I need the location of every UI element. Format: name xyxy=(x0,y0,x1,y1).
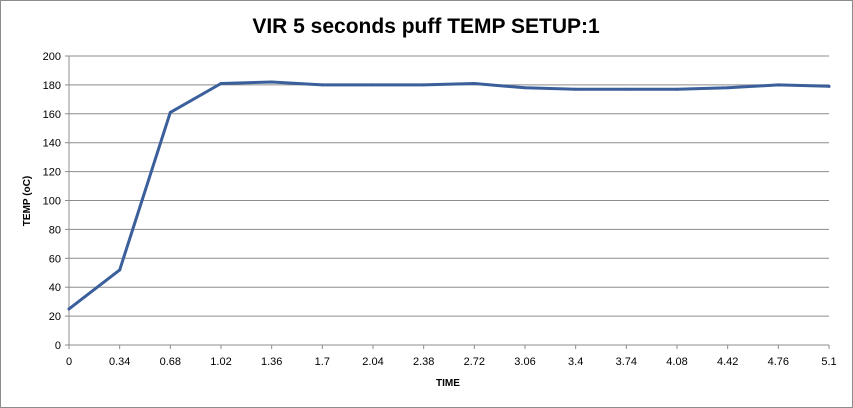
x-tick-label: 1.02 xyxy=(210,356,231,368)
gridlines xyxy=(65,55,829,346)
data-point xyxy=(67,307,71,311)
data-point xyxy=(422,83,426,87)
data-point xyxy=(320,83,324,87)
y-tick-label: 20 xyxy=(49,311,61,323)
data-point xyxy=(371,83,375,87)
x-tick-label: 2.72 xyxy=(464,356,485,368)
data-point xyxy=(776,83,780,87)
x-axis-label: TIME xyxy=(436,378,460,389)
axes xyxy=(68,56,830,349)
x-tick-labels: 0 0.34 0.68 1.02 1.36 1.7 2.04 2.38 2.72 3.06 3.4 3… xyxy=(66,356,837,368)
y-tick-label: 40 xyxy=(49,282,61,294)
data-point xyxy=(726,86,730,90)
y-tick-label: 0 xyxy=(55,340,61,352)
y-tick-label: 140 xyxy=(43,138,61,150)
data-point xyxy=(523,86,527,90)
data-point xyxy=(624,87,628,91)
data-point xyxy=(118,268,122,272)
y-tick-label: 180 xyxy=(43,80,61,92)
x-tick-label: 0.68 xyxy=(160,356,181,368)
data-point xyxy=(827,84,831,88)
x-tick-label: 0 xyxy=(66,356,72,368)
x-tick-label: 3.06 xyxy=(514,356,535,368)
data-point xyxy=(270,80,274,84)
x-tick-label: 4.42 xyxy=(717,356,738,368)
y-tick-labels: 0 20 40 60 80 100 120 140 160 180 200 xyxy=(43,51,61,352)
y-tick-label: 60 xyxy=(49,253,61,265)
y-tick-label: 100 xyxy=(43,196,61,208)
x-tick-label: 1.36 xyxy=(261,356,282,368)
x-tick-label: 3.4 xyxy=(568,356,583,368)
x-tick-label: 4.76 xyxy=(768,356,789,368)
x-tick-label: 3.74 xyxy=(616,356,637,368)
y-tick-label: 120 xyxy=(43,167,61,179)
x-tick-label: 5.1 xyxy=(821,356,836,368)
x-tick-label: 1.7 xyxy=(315,356,330,368)
data-point xyxy=(168,110,172,114)
y-tick-label: 80 xyxy=(49,224,61,236)
data-point xyxy=(472,81,476,85)
x-tick-label: 4.08 xyxy=(666,356,687,368)
data-point xyxy=(574,87,578,91)
x-tick-label: 2.38 xyxy=(413,356,434,368)
data-point xyxy=(219,81,223,85)
series-line xyxy=(67,80,831,311)
series-group xyxy=(67,80,831,311)
data-point xyxy=(675,87,679,91)
y-tick-label: 200 xyxy=(43,51,61,63)
x-tick-label: 2.04 xyxy=(362,356,383,368)
x-tick-label: 0.34 xyxy=(109,356,130,368)
y-axis-label: TEMP (oC) xyxy=(22,176,33,226)
chart-title: VIR 5 seconds puff TEMP SETUP:1 xyxy=(252,15,600,38)
y-tick-label: 160 xyxy=(43,109,61,121)
